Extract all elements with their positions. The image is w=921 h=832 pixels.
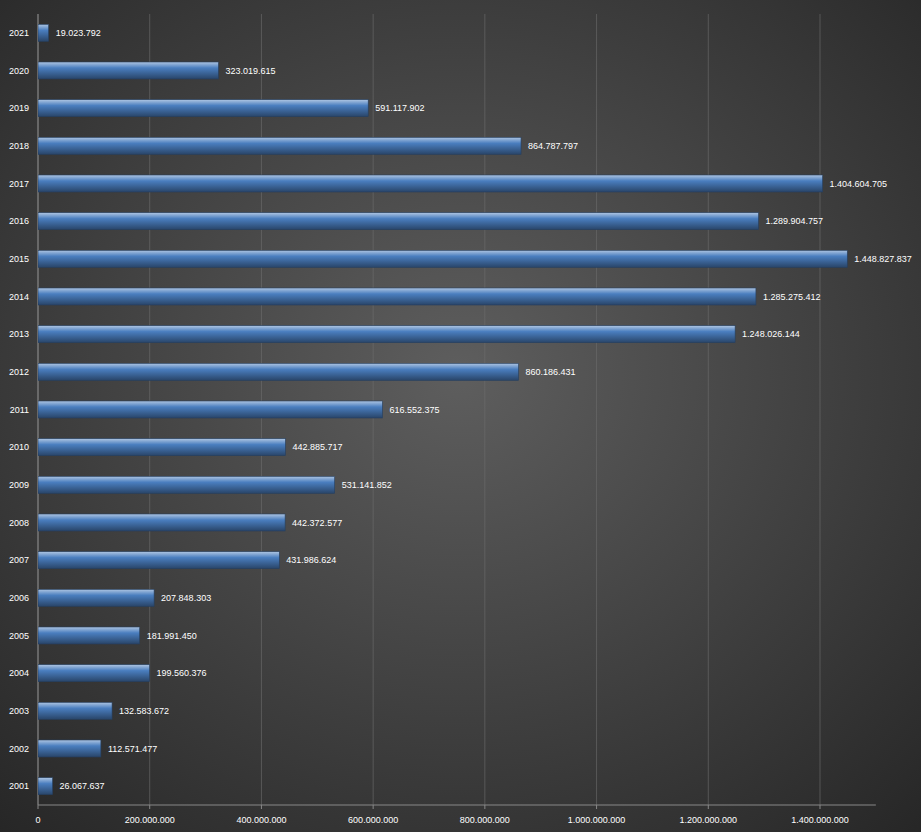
bar: [38, 476, 335, 493]
tick-mark: [373, 805, 374, 809]
bar: [38, 514, 285, 531]
bar: [38, 326, 735, 343]
bar: [38, 702, 112, 719]
category-label: 2021: [9, 28, 29, 38]
bar: [38, 363, 518, 380]
data-labels: 26.067.637 112.571.477 132.583.672 199.560.…: [56, 28, 912, 791]
grid-line: [708, 14, 709, 805]
data-label: 531.141.852: [342, 480, 392, 490]
bar: [38, 552, 279, 569]
data-label: 864.787.797: [528, 141, 578, 151]
data-label: 19.023.792: [56, 28, 101, 38]
category-label: 2015: [9, 254, 29, 264]
data-label: 431.986.624: [286, 555, 336, 565]
bar: [38, 439, 285, 456]
bar: [38, 740, 101, 757]
bar: [38, 401, 382, 418]
data-label: 1.404.604.705: [830, 179, 888, 189]
category-label: 2013: [9, 329, 29, 339]
tick-label: 1.200.000.000: [680, 815, 738, 825]
bar: [38, 137, 521, 154]
tick-mark: [38, 805, 39, 809]
data-label: 616.552.375: [389, 405, 439, 415]
data-label: 1.448.827.837: [854, 254, 912, 264]
bar: [38, 778, 53, 795]
category-label: 2019: [9, 103, 29, 113]
bar: [38, 62, 218, 79]
data-label: 181.991.450: [147, 631, 197, 641]
category-label: 2008: [9, 518, 29, 528]
category-label: 2018: [9, 141, 29, 151]
bar: [38, 589, 154, 606]
category-label: 2020: [9, 66, 29, 76]
x-tick-labels: 0 200.000.000 400.000.000 600.000.000 800.00…: [35, 815, 848, 825]
tick-mark: [261, 805, 262, 809]
category-label: 2001: [9, 781, 29, 791]
category-label: 2002: [9, 744, 29, 754]
data-label: 323.019.615: [225, 66, 275, 76]
category-label: 2010: [9, 442, 29, 452]
category-labels: 2001 2002 2003 2004 2005 2006 2007 2008 2009 2010…: [9, 28, 29, 791]
data-label: 1.285.275.412: [763, 292, 821, 302]
category-label: 2017: [9, 179, 29, 189]
tick-mark: [484, 805, 485, 809]
category-label: 2009: [9, 480, 29, 490]
tick-label: 200.000.000: [125, 815, 175, 825]
tick-label: 400.000.000: [236, 815, 286, 825]
data-label: 1.289.904.757: [766, 216, 824, 226]
tick-mark: [708, 805, 709, 809]
bar: [38, 213, 759, 230]
category-label: 2016: [9, 216, 29, 226]
data-label: 199.560.376: [156, 668, 206, 678]
bar: [38, 288, 756, 305]
data-label: 860.186.431: [525, 367, 575, 377]
grid-line: [820, 14, 821, 805]
tick-label: 1.000.000.000: [568, 815, 626, 825]
data-label: 442.372.577: [292, 518, 342, 528]
tick-label: 600.000.000: [348, 815, 398, 825]
background: [0, 0, 921, 832]
tick-label: 0: [35, 815, 40, 825]
bar: [38, 250, 847, 267]
x-axis: [38, 805, 876, 806]
grid-line: [484, 14, 485, 805]
data-label: 26.067.637: [60, 781, 105, 791]
category-label: 2014: [9, 292, 29, 302]
data-label: 1.248.026.144: [742, 329, 800, 339]
bar: [38, 24, 49, 41]
category-label: 2004: [9, 668, 29, 678]
bar: [38, 100, 368, 117]
category-label: 2007: [9, 555, 29, 565]
category-label: 2003: [9, 706, 29, 716]
category-label: 2006: [9, 593, 29, 603]
chart: 0 200.000.000 400.000.000 600.000.000 800.00…: [0, 0, 921, 832]
tick-mark: [596, 805, 597, 809]
data-label: 591.117.902: [375, 103, 424, 113]
category-label: 2012: [9, 367, 29, 377]
data-label: 132.583.672: [119, 706, 169, 716]
category-label: 2011: [10, 405, 29, 415]
data-label: 442.885.717: [292, 442, 342, 452]
tick-mark: [149, 805, 150, 809]
category-label: 2005: [9, 631, 29, 641]
bar: [38, 665, 149, 682]
grid: [38, 14, 820, 809]
tick-label: 800.000.000: [460, 815, 510, 825]
grid-line: [596, 14, 597, 805]
tick-mark: [820, 805, 821, 809]
bar: [38, 175, 823, 192]
data-label: 207.848.303: [161, 593, 211, 603]
data-label: 112.571.477: [108, 744, 157, 754]
bar: [38, 627, 140, 644]
bars: [38, 24, 847, 794]
tick-label: 1.400.000.000: [791, 815, 849, 825]
